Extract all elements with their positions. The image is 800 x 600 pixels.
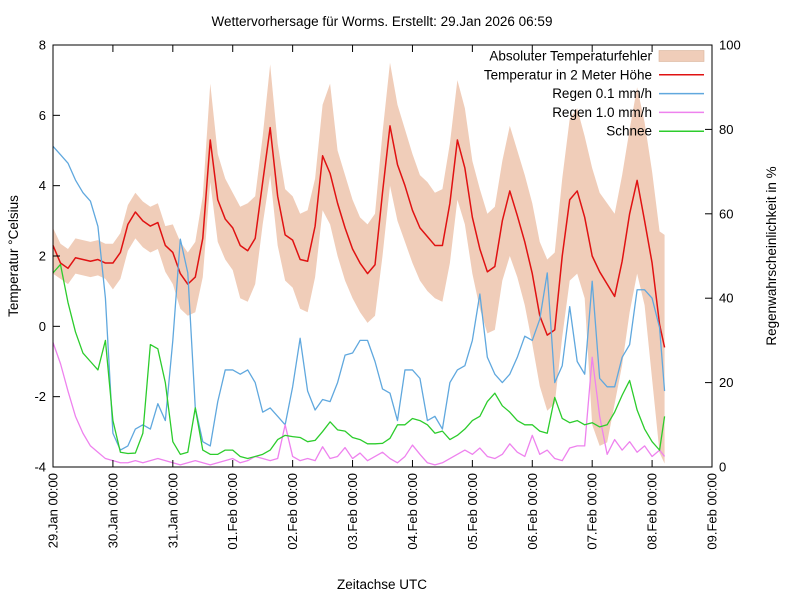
x-tick-label: 31.Jan 00:00 — [165, 473, 180, 548]
y-tick-label-right: 80 — [719, 122, 733, 137]
legend-entry-3: Regen 1.0 mm/h — [552, 105, 704, 120]
y-tick-label-right: 20 — [719, 375, 733, 390]
axis-ticks-layer — [52, 44, 713, 468]
series-line-3 — [52, 342, 666, 466]
y-tick-label-left: 6 — [39, 108, 46, 123]
legend-entry-0: Absoluter Temperaturfehler — [489, 49, 705, 64]
legend-label: Regen 0.1 mm/h — [552, 86, 652, 101]
y-tick-label-right: 100 — [719, 38, 741, 53]
y-tick-label-left: 4 — [39, 178, 46, 193]
y-tick-label-left: 8 — [39, 38, 46, 53]
x-tick-label: 08.Feb 00:00 — [645, 473, 660, 550]
legend-label: Temperatur in 2 Meter Höhe — [484, 67, 652, 82]
y-tick-label-right: 60 — [719, 206, 733, 221]
series-line-2 — [52, 145, 666, 451]
y-tick-label-left: -2 — [34, 389, 46, 404]
y-axis-label-right: Regenwahrscheinlichkeit in % — [764, 166, 779, 345]
axis-tick-labels-layer: 29.Jan 00:00 30.Jan 00:00 31.Jan 00:00 01.F… — [34, 38, 740, 550]
y-axis-label-left: Temperatur °Celsius — [6, 195, 21, 317]
error-band-layer — [53, 62, 665, 464]
series-line-4 — [52, 263, 666, 460]
y-tick-label-left: 0 — [39, 319, 46, 334]
y-tick-label-left: 2 — [39, 249, 46, 264]
y-tick-label-left: -4 — [34, 460, 46, 475]
y-tick-label-right: 40 — [719, 291, 733, 306]
chart-title: Wettervorhersage für Worms. Erstellt: 29… — [212, 14, 553, 29]
x-tick-label: 07.Feb 00:00 — [585, 473, 600, 550]
x-axis-label: Zeitachse UTC — [337, 577, 427, 592]
legend-label: Schnee — [606, 124, 652, 139]
series-lines-layer — [52, 125, 666, 466]
x-tick-label: 30.Jan 00:00 — [105, 473, 120, 548]
legend-band-swatch — [658, 50, 705, 62]
x-tick-label: 01.Feb 00:00 — [225, 473, 240, 550]
legend-entry-4: Schnee — [606, 124, 704, 139]
x-tick-label: 06.Feb 00:00 — [525, 473, 540, 550]
legend-entry-2: Regen 0.1 mm/h — [552, 86, 704, 101]
x-tick-label: 09.Feb 00:00 — [705, 473, 720, 550]
x-tick-label: 03.Feb 00:00 — [345, 473, 360, 550]
y-tick-label-right: 0 — [719, 460, 726, 475]
x-tick-label: 02.Feb 00:00 — [285, 473, 300, 550]
x-tick-label: 05.Feb 00:00 — [465, 473, 480, 550]
legend-label: Absoluter Temperaturfehler — [489, 49, 652, 64]
legend-label: Regen 1.0 mm/h — [552, 105, 652, 120]
x-tick-label: 04.Feb 00:00 — [405, 473, 420, 550]
error-band — [53, 62, 665, 464]
x-tick-label: 29.Jan 00:00 — [46, 473, 61, 548]
legend-entry-1: Temperatur in 2 Meter Höhe — [484, 67, 704, 82]
series-line-1 — [52, 125, 666, 348]
legend: Absoluter Temperaturfehler Temperatur in … — [484, 49, 705, 139]
